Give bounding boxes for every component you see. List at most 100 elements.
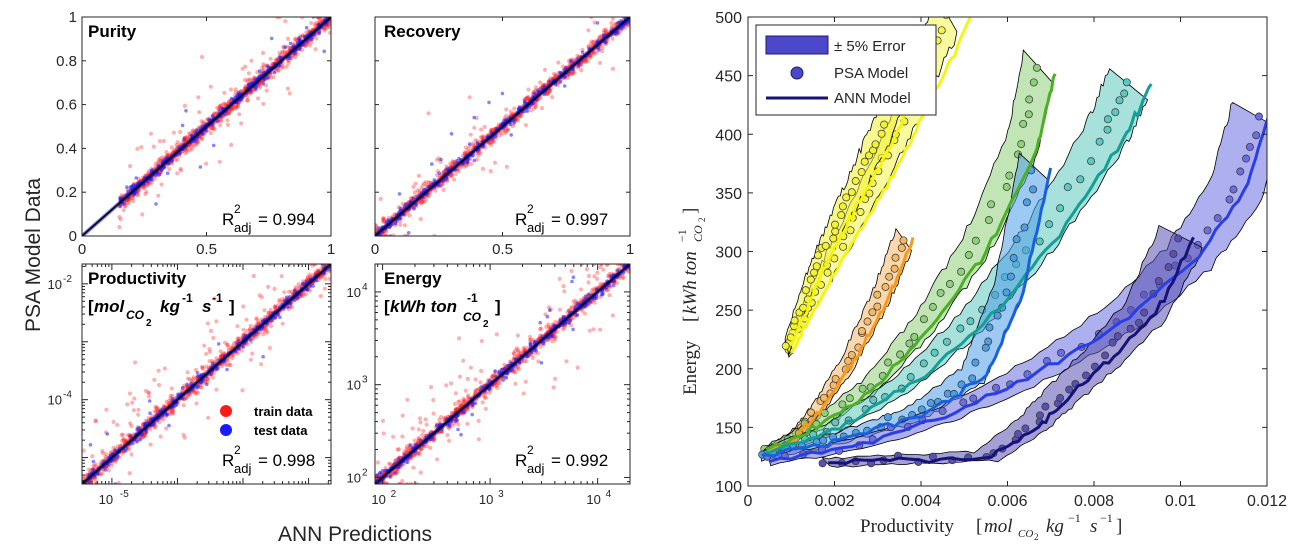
train-point — [453, 171, 458, 177]
train-point — [113, 459, 118, 464]
train-point — [286, 36, 291, 42]
train-point — [269, 324, 274, 329]
train-point — [591, 287, 596, 292]
test-point — [576, 64, 581, 69]
train-point — [140, 212, 145, 217]
train-point — [550, 339, 555, 344]
train-point — [218, 349, 223, 354]
train-point — [313, 20, 319, 25]
test-point — [241, 345, 246, 349]
train-point — [316, 268, 321, 273]
x-tick-label: 0.5 — [196, 241, 217, 258]
train-point — [233, 87, 238, 92]
test-point — [562, 84, 567, 88]
train-point — [241, 327, 246, 332]
train-point — [313, 270, 318, 275]
train-point — [404, 444, 409, 449]
test-point — [210, 361, 215, 366]
train-point — [212, 127, 217, 132]
train-point — [115, 422, 120, 427]
test-point — [196, 384, 200, 389]
train-point — [245, 95, 250, 100]
train-point — [164, 399, 169, 404]
train-point — [245, 328, 250, 333]
train-point — [257, 85, 263, 90]
train-point — [407, 213, 412, 218]
train-point — [611, 24, 616, 29]
train-point — [490, 374, 496, 380]
train-point — [207, 359, 212, 364]
x-tick-label: 0 — [78, 241, 86, 258]
train-point — [315, 17, 320, 20]
train-point — [283, 19, 288, 24]
train-point — [422, 181, 427, 186]
train-point — [175, 140, 180, 145]
train-point — [261, 62, 266, 67]
train-point — [461, 399, 466, 404]
train-point — [157, 382, 162, 388]
test-point — [305, 288, 310, 292]
train-point — [432, 233, 437, 236]
train-point — [572, 70, 577, 75]
train-point — [182, 103, 187, 108]
train-point — [575, 53, 580, 58]
train-point — [458, 165, 463, 170]
train-point — [462, 398, 467, 403]
train-point — [382, 216, 387, 221]
test-point — [439, 157, 443, 162]
train-point — [227, 109, 232, 114]
train-point — [272, 305, 278, 310]
train-point — [553, 72, 559, 77]
test-point — [150, 178, 154, 182]
train-point — [263, 315, 268, 320]
train-point — [589, 288, 595, 293]
train-point — [550, 95, 555, 100]
train-point — [181, 403, 186, 408]
train-point — [287, 45, 292, 50]
x-tick-label: 0 — [371, 241, 379, 258]
train-point — [193, 367, 199, 373]
train-point — [314, 36, 319, 41]
train-point — [480, 135, 485, 140]
test-point — [125, 185, 129, 189]
train-point — [152, 425, 158, 430]
train-point — [199, 137, 204, 142]
train-point — [308, 264, 313, 267]
train-point — [222, 102, 227, 107]
train-point — [289, 289, 294, 294]
train-point — [132, 396, 137, 401]
test-point — [185, 382, 189, 387]
train-point — [215, 105, 220, 110]
train-point — [144, 189, 149, 194]
test-point — [91, 467, 95, 472]
train-point — [82, 475, 86, 480]
train-point — [277, 298, 282, 303]
train-point — [380, 216, 386, 221]
test-point — [135, 439, 139, 444]
test-point — [165, 412, 169, 417]
train-point — [237, 112, 242, 117]
train-point — [286, 289, 291, 294]
train-point — [466, 147, 471, 152]
productivity-subplot: 10 -510 -410 -2 — [48, 263, 332, 507]
train-point — [230, 106, 235, 111]
train-point — [313, 23, 318, 28]
test-point — [261, 354, 265, 359]
train-point — [268, 56, 273, 61]
train-point — [282, 49, 288, 54]
train-point — [200, 364, 205, 369]
train-point — [272, 286, 277, 291]
y-tick-label: 0.6 — [56, 97, 77, 114]
train-point — [492, 160, 498, 165]
train-point — [127, 391, 133, 396]
train-point — [153, 164, 158, 169]
train-point — [300, 47, 305, 53]
train-point — [93, 419, 98, 424]
scatter-points — [375, 17, 630, 236]
train-point — [308, 43, 313, 48]
train-point — [187, 148, 192, 153]
train-point — [169, 386, 174, 391]
train-point — [516, 349, 521, 354]
train-point — [273, 304, 278, 309]
train-point — [463, 150, 468, 155]
